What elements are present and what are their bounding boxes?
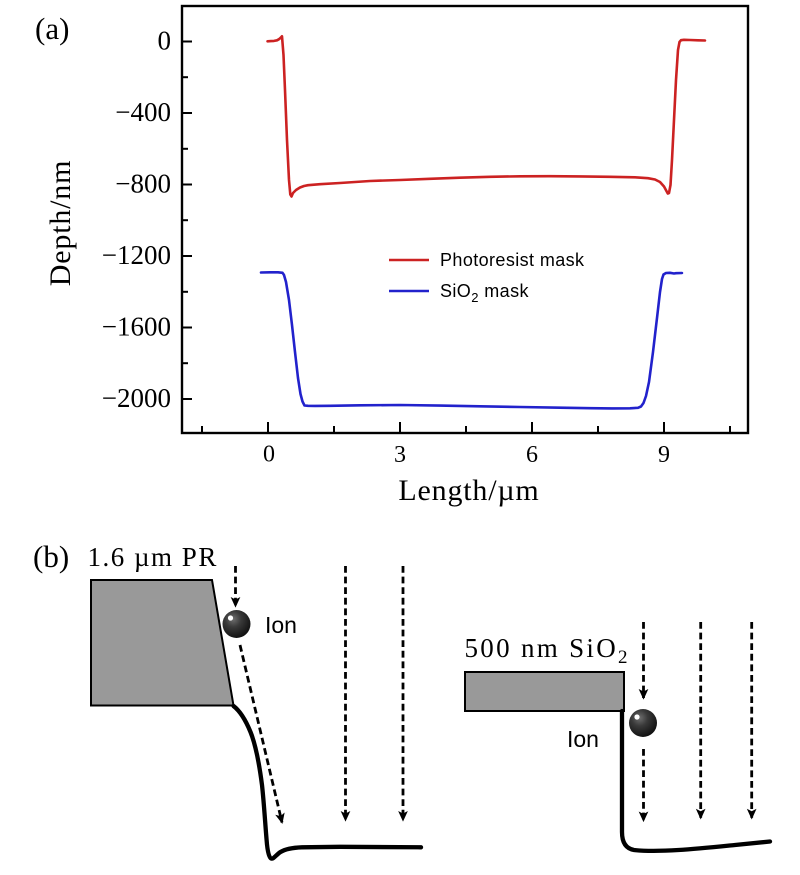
svg-text:−2000: −2000 [102,383,171,413]
svg-text:3: 3 [394,442,406,468]
svg-text:6: 6 [526,442,538,468]
svg-text:0: 0 [158,26,172,56]
svg-text:Length/µm: Length/µm [398,474,539,507]
svg-text:Depth/nm: Depth/nm [44,160,77,286]
svg-text:9: 9 [658,442,670,468]
svg-text:0: 0 [263,442,275,468]
svg-text:−1600: −1600 [102,312,171,342]
svg-text:1.6 µm PR: 1.6 µm PR [88,542,218,572]
svg-text:Ion: Ion [265,612,297,638]
svg-text:−400: −400 [115,97,171,127]
svg-text:(a): (a) [35,11,69,46]
svg-text:−1200: −1200 [102,240,171,270]
svg-text:500 nm SiO2: 500 nm SiO2 [465,633,630,668]
svg-text:−800: −800 [115,169,171,199]
svg-text:Ion: Ion [567,726,599,752]
svg-text:SiO2 mask: SiO2 mask [440,281,529,305]
svg-text:(b): (b) [33,539,69,574]
svg-text:Photoresist mask: Photoresist mask [440,250,585,270]
